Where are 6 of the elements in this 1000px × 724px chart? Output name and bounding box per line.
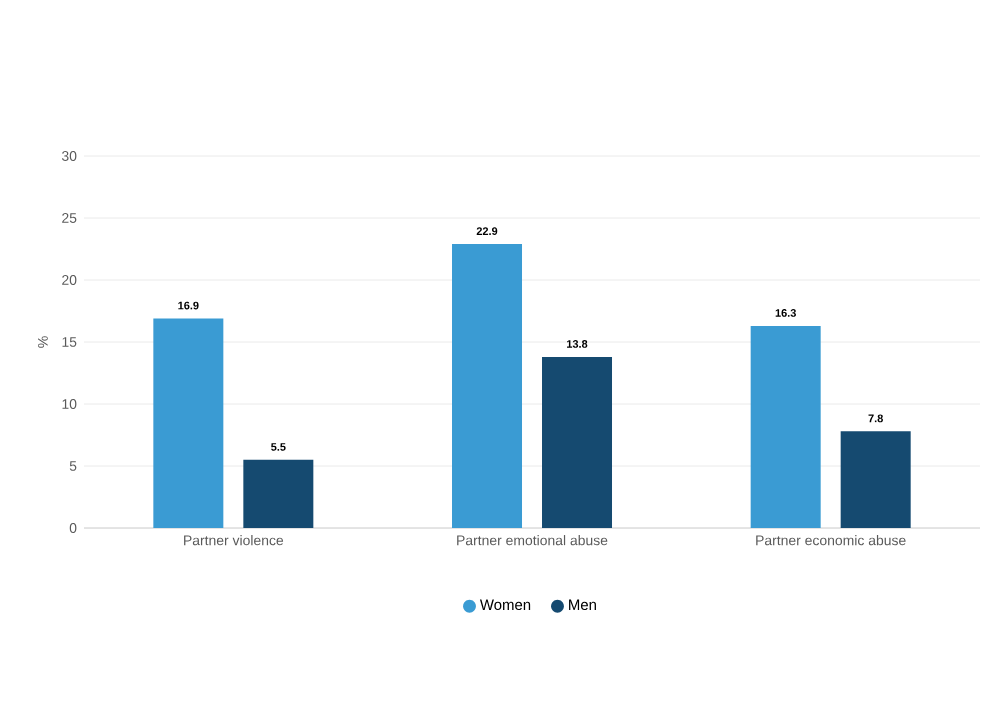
bar <box>840 431 911 528</box>
bar <box>243 459 314 528</box>
bar <box>153 318 224 528</box>
bar <box>750 325 821 528</box>
bar <box>542 356 613 528</box>
bar <box>452 244 523 528</box>
